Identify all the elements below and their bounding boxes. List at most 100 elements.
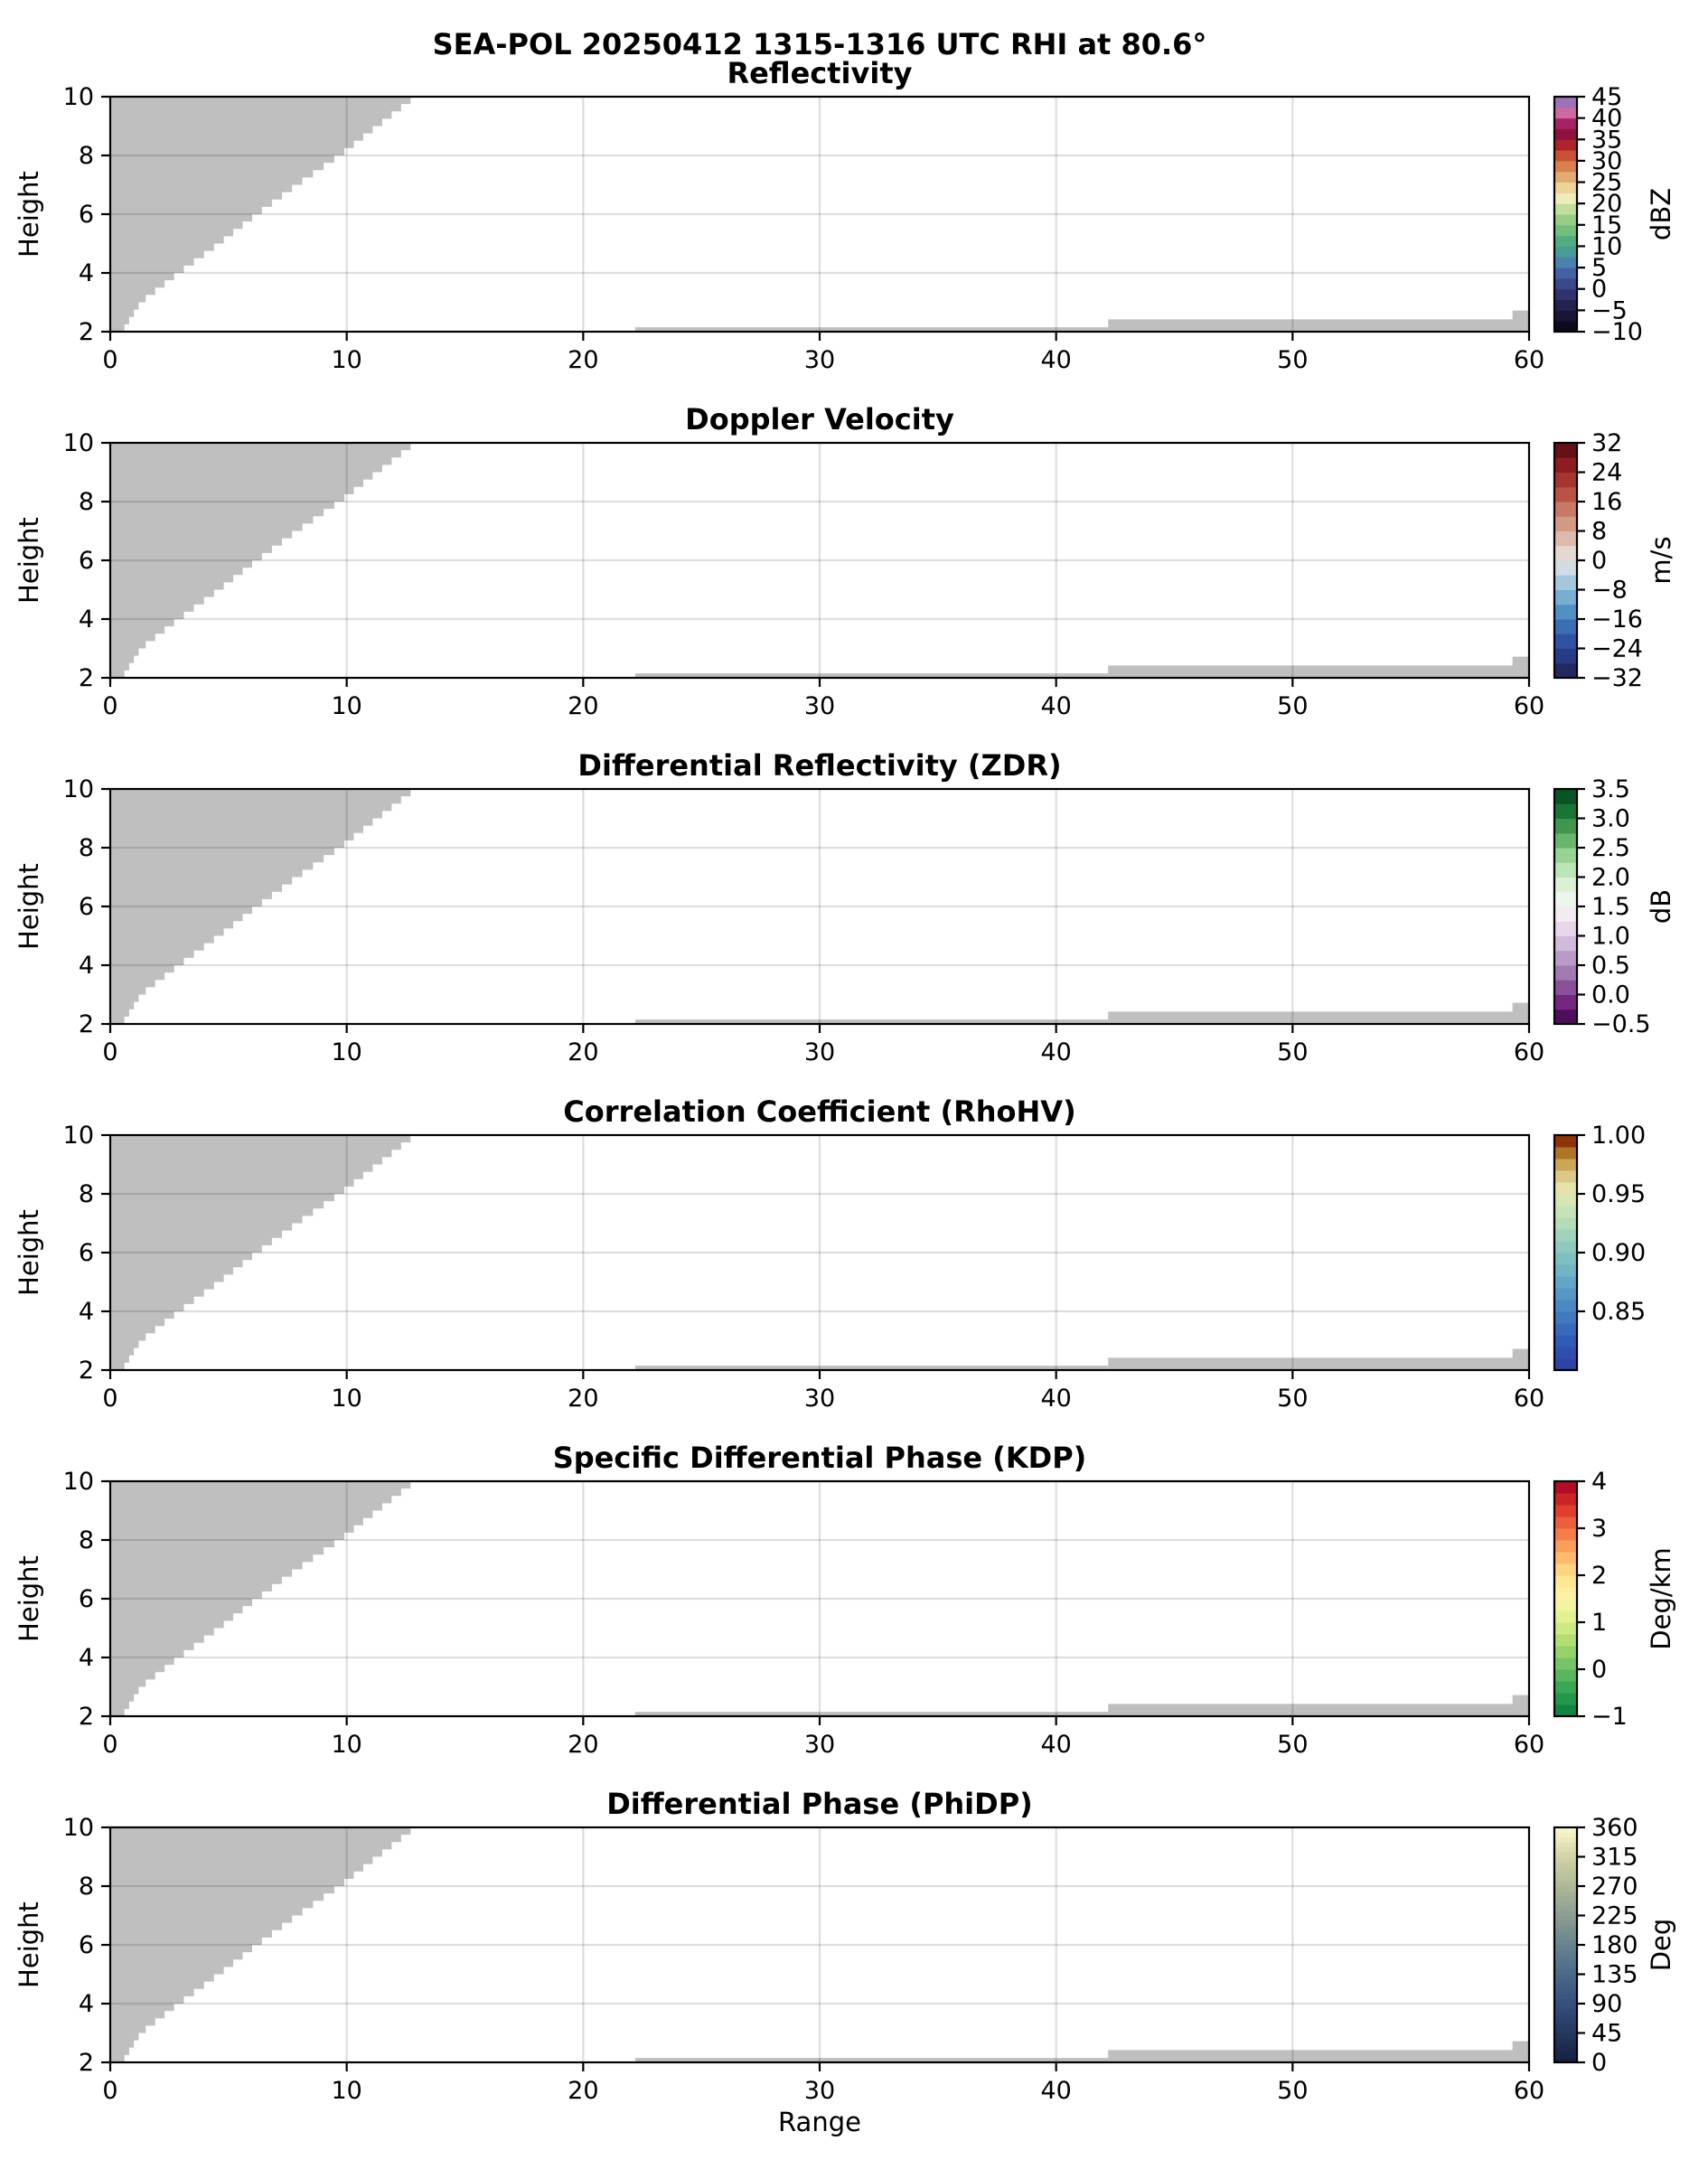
colorbar-tick-label: −5 [1591,296,1628,324]
colorbar-segment [1554,1968,1577,1975]
colorbar-tick-label: 360 [1591,1814,1638,1842]
strip-masked-region [1512,1348,1529,1370]
panel-title: Correlation Coefficient (RhoHV) [563,1094,1075,1129]
colorbar-segment [1554,456,1577,473]
x-tick-label: 20 [568,1385,598,1413]
colorbar-tick-label: 45 [1591,83,1622,111]
colorbar-segment [1554,935,1577,952]
colorbar-tick-label: 2.5 [1591,834,1630,862]
colorbar-segment [1554,1915,1577,1921]
colorbar-segment [1554,1993,1577,2000]
colorbar-segment [1554,320,1577,333]
colorbar-tick-label: 270 [1591,1873,1638,1901]
colorbar-segment [1554,1334,1577,1347]
colorbar-tick-label: 15 [1591,211,1622,239]
strip-masked-region [1108,1357,1529,1370]
colorbar-segment [1554,994,1577,1010]
y-tick-label: 2 [79,1703,94,1731]
colorbar-segment [1554,1930,1577,1936]
colorbar-segment [1554,309,1577,322]
colorbar-segment [1554,559,1577,576]
colorbar-tick-label: 1.00 [1591,1122,1646,1150]
colorbar-segment [1554,1939,1577,1946]
y-tick-label: 2 [79,2049,94,2077]
colorbar-segment [1554,589,1577,606]
colorbar-segment [1554,662,1577,679]
x-tick-label: 50 [1277,692,1308,720]
y-tick-label: 8 [79,1526,94,1554]
x-tick-label: 20 [568,346,598,374]
colorbar-segment [1554,1680,1577,1694]
y-tick-label: 2 [79,1010,94,1038]
colorbar-segment [1554,1205,1577,1218]
y-tick-label: 6 [79,1585,94,1613]
colorbar-segment [1554,877,1577,893]
colorbar-segment [1554,633,1577,649]
colorbar-segment [1554,2017,1577,2024]
colorbar-segment [1554,2037,1577,2043]
y-axis-label: Height [14,1209,44,1296]
colorbar-tick-label: −0.5 [1591,1010,1651,1038]
colorbar-segment [1554,1322,1577,1336]
colorbar-segment [1554,138,1577,151]
y-tick-label: 2 [79,1357,94,1385]
colorbar-segment [1554,149,1577,162]
colorbar-segment [1554,202,1577,215]
x-tick-label: 30 [804,2077,835,2105]
colorbar-segment [1554,574,1577,590]
colorbar-tick-label: 3.0 [1591,805,1630,833]
colorbar-tick-label: 32 [1591,429,1622,457]
panel-1: 0 10 20 30 40 50 60246810HeightReflectivity454… [14,56,1676,374]
x-tick-label: 30 [804,1385,835,1413]
colorbar-segment [1554,288,1577,301]
panel-3: 0 10 20 30 40 50 60 2 4 6 8 10 Height Differential Re… [14,748,1676,1066]
colorbar-segment [1554,1633,1577,1647]
x-tick-label: 40 [1040,692,1071,720]
colorbar-tick-label: 0 [1591,547,1607,575]
colorbar-segment [1554,1357,1577,1371]
colorbar-segment [1554,1865,1577,1873]
panel-6: 0 10 20 30 40 50 60 2 4 6 8 10 Height Range Differenti… [14,1787,1676,2137]
colorbar-segment [1554,1856,1577,1863]
wedge-masked-region [110,443,411,678]
colorbar-segment [1554,648,1577,664]
colorbar-segment [1554,1881,1577,1887]
colorbar-segment [1554,1958,1577,1966]
x-tick-label: 0 [102,1731,117,1759]
y-tick-label: 4 [79,952,94,980]
colorbar-tick-label: 0 [1591,1656,1607,1684]
colorbar-unit-label: dBZ [1646,188,1676,240]
colorbar-tick-label: 1.0 [1591,923,1630,951]
x-tick-label: 50 [1277,2077,1308,2105]
x-tick-label: 30 [804,346,835,374]
x-tick-label: 10 [331,1385,361,1413]
colorbar-segment [1554,1169,1577,1183]
colorbar-tick-label: 20 [1591,190,1622,218]
colorbar-unit-label: dB [1646,889,1676,924]
colorbar-segment [1554,2052,1577,2059]
y-tick-label: 8 [79,1180,94,1208]
y-axis-label: Height [14,1901,44,1988]
colorbar-tick-label: 135 [1591,1961,1638,1989]
y-axis-label: Height [14,1555,44,1642]
colorbar-segment [1554,277,1577,290]
colorbar-segment [1554,1910,1577,1916]
colorbar-segment [1554,920,1577,936]
panel-title: Specific Differential Phase (KDP) [553,1441,1087,1475]
colorbar-segment [1554,1704,1577,1717]
colorbar-segment [1554,127,1577,140]
colorbar-tick-label: 0.95 [1591,1180,1646,1208]
colorbar-tick-label: 3.5 [1591,775,1630,803]
x-tick-label: 10 [331,2077,361,2105]
strip-masked-region [634,2058,1109,2062]
colorbar-tick-label: 315 [1591,1844,1638,1872]
y-tick-label: 4 [79,1990,94,2018]
strip-masked-region [1512,1002,1529,1024]
colorbar-segment [1554,861,1577,878]
colorbar-tick-label: 8 [1591,518,1607,546]
colorbar-segment [1554,1287,1577,1300]
